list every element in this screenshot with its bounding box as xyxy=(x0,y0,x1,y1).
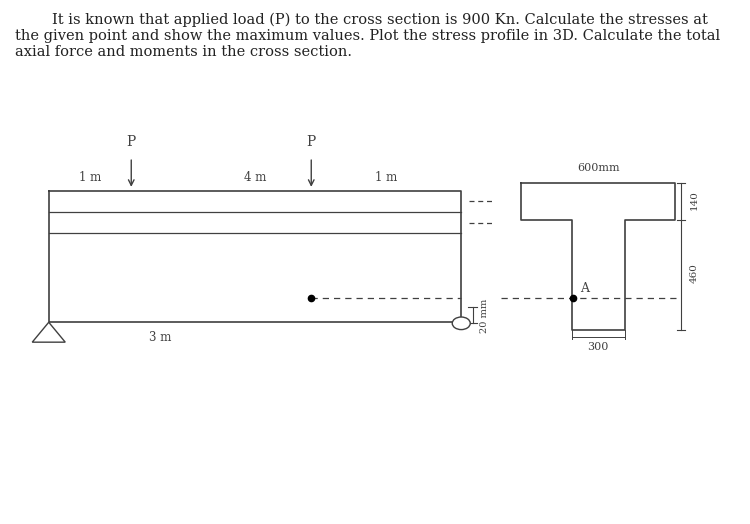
Text: P: P xyxy=(127,135,136,149)
Text: P: P xyxy=(307,135,316,149)
Text: It is known that applied load (P) to the cross section is 900 Kn. Calculate the : It is known that applied load (P) to the… xyxy=(15,13,708,27)
Text: A: A xyxy=(580,282,590,295)
Text: axial force and moments in the cross section.: axial force and moments in the cross sec… xyxy=(15,45,352,59)
Text: 140: 140 xyxy=(690,190,699,210)
Text: the given point and show the maximum values. Plot the stress profile in 3D. Calc: the given point and show the maximum val… xyxy=(15,29,720,43)
Text: 1 m: 1 m xyxy=(79,171,101,184)
Text: 3 m: 3 m xyxy=(148,331,171,344)
Text: 460: 460 xyxy=(690,264,699,283)
Circle shape xyxy=(452,317,470,330)
Text: 600mm: 600mm xyxy=(577,163,620,173)
Text: 20 mm: 20 mm xyxy=(480,298,489,333)
Text: 4 m: 4 m xyxy=(244,171,266,184)
Text: 1 m: 1 m xyxy=(375,171,398,184)
Text: 300: 300 xyxy=(587,342,609,352)
